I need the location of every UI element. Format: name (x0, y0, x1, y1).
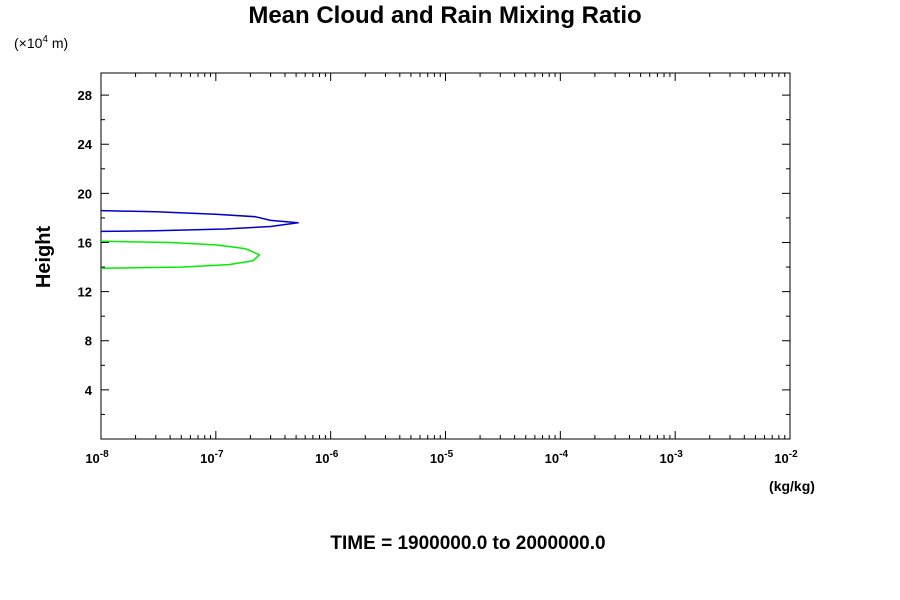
x-tick-label: 10-6 (315, 449, 339, 466)
y-tick-label: 16 (78, 235, 92, 250)
x-tick-label: 10-8 (85, 449, 109, 466)
y-tick-label: 8 (85, 334, 92, 349)
y-tick-label: 28 (78, 88, 92, 103)
y-axis-title: Height (33, 226, 55, 289)
y-tick-label: 20 (78, 186, 92, 201)
x-tick-label: 10-5 (430, 449, 454, 466)
series-line-1 (100, 209, 299, 233)
plot-area-frame (100, 72, 791, 440)
x-tick-label: 10-3 (659, 449, 683, 466)
series-line-2 (100, 240, 261, 270)
x-tick-labels: 10-8 10-7 10-6 10-5 10-4 10-3 10-2 (85, 449, 798, 466)
y-unit-label: (×104 m) (14, 34, 68, 51)
y-tick-label: 12 (78, 285, 92, 300)
axis-ticks (100, 73, 790, 439)
x-tick-label: 10-7 (200, 449, 224, 466)
x-tick-label: 10-2 (774, 449, 798, 466)
time-range-label: TIME = 1900000.0 to 2000000.0 (330, 533, 605, 554)
chart-title: Mean Cloud and Rain Mixing Ratio (248, 2, 641, 29)
y-tick-label: 24 (78, 137, 93, 152)
y-tick-labels: 4 8 12 16 20 24 28 (78, 88, 93, 398)
y-tick-label: 4 (85, 383, 93, 398)
series-lines (100, 209, 299, 270)
x-tick-label: 10-4 (545, 449, 569, 466)
x-unit-label: (kg/kg) (769, 478, 815, 494)
